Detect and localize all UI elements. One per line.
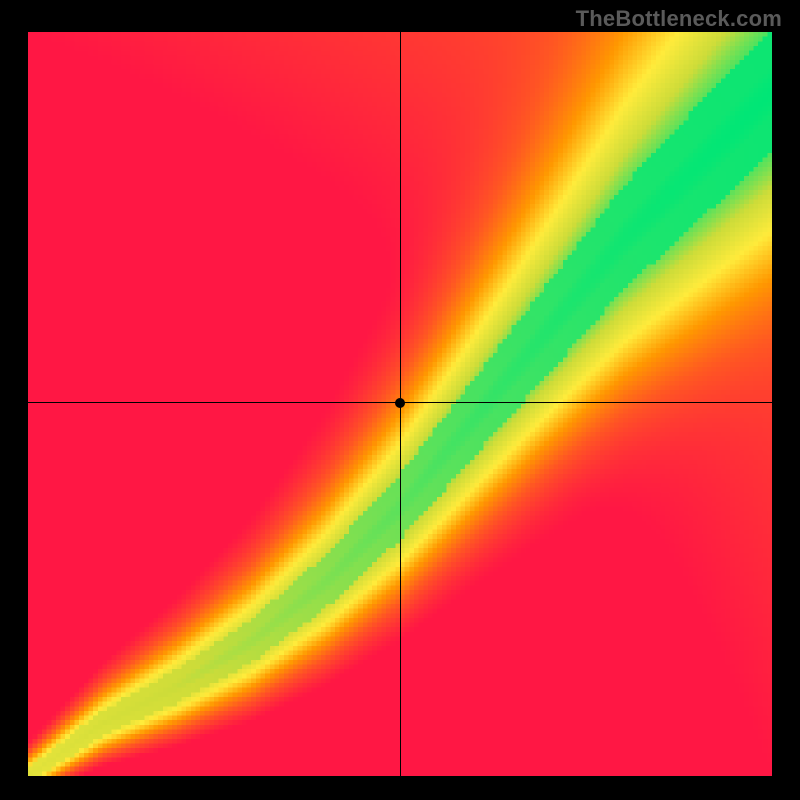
chart-container: TheBottleneck.com — [0, 0, 800, 800]
heatmap-plot — [28, 32, 772, 776]
crosshair-marker — [395, 398, 405, 408]
attribution-text: TheBottleneck.com — [576, 6, 782, 32]
